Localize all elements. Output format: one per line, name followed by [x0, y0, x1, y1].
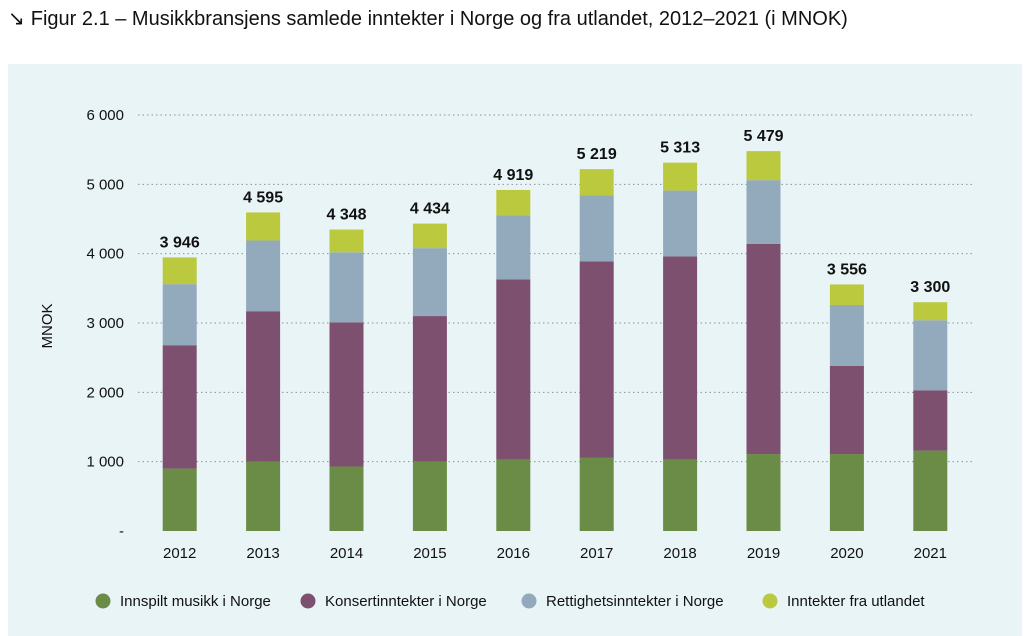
bar-segment — [329, 322, 364, 467]
legend: Innspilt musikk i Norge Konsertinntekter … — [95, 593, 925, 610]
legend-label: Konsertinntekter i Norge — [325, 593, 487, 610]
bar-segment — [663, 459, 698, 531]
y-tick-label: 5 000 — [86, 176, 124, 193]
bar-segment — [829, 304, 864, 366]
bar-segment — [496, 215, 531, 280]
bar-segment — [663, 190, 698, 257]
legend-item: Inntekter fra utlandet — [762, 593, 925, 610]
x-tick-label: 2020 — [830, 545, 863, 562]
bars — [162, 151, 948, 531]
bar-segment — [162, 257, 197, 285]
x-tick-label: 2014 — [330, 545, 363, 562]
bar-segment — [246, 240, 281, 312]
bar-segment — [496, 189, 531, 216]
x-tick-label: 2021 — [914, 545, 947, 562]
bar-segment — [829, 454, 864, 531]
x-tick-label: 2012 — [163, 545, 196, 562]
bar-segment — [579, 457, 614, 531]
total-label: 3 300 — [910, 279, 950, 296]
total-label: 4 595 — [243, 189, 283, 206]
bar-segment — [329, 466, 364, 531]
bar-segment — [412, 316, 447, 462]
bar-segment — [663, 256, 698, 460]
bar-segment — [162, 345, 197, 469]
legend-swatch — [521, 593, 537, 609]
y-tick-label: 1 000 — [86, 454, 124, 471]
bar-segment — [246, 311, 281, 462]
bar-segment — [162, 468, 197, 531]
bar-segment — [579, 261, 614, 458]
legend-label: Innspilt musikk i Norge — [120, 593, 271, 610]
bar-segment — [746, 243, 781, 455]
y-tick-label: 6 000 — [86, 107, 124, 124]
bar-segment — [829, 365, 864, 455]
legend-swatch — [762, 593, 778, 609]
total-label: 5 479 — [743, 128, 783, 145]
total-label: 3 946 — [160, 234, 200, 251]
figure-title-text: Figur 2.1 – Musikkbransjens samlede innt… — [30, 8, 848, 30]
y-tick-label: 3 000 — [86, 315, 124, 332]
bar-segment — [246, 212, 281, 241]
bar-segment — [829, 284, 864, 305]
x-axis: 2012 2013 2014 2015 2016 2017 2018 2019 2020 2021 — [163, 545, 947, 562]
bar-segment — [329, 252, 364, 323]
x-tick-label: 2016 — [497, 545, 530, 562]
total-label: 3 556 — [827, 261, 867, 278]
bar-segment — [746, 151, 781, 181]
total-label: 5 313 — [660, 140, 700, 157]
bar-segment — [329, 229, 364, 253]
bar-segment — [246, 461, 281, 531]
bar-segment — [412, 461, 447, 531]
bar-segment — [913, 302, 948, 321]
figure-title: ↘ Figur 2.1 – Musikkbransjens samlede inn… — [8, 6, 848, 32]
x-tick-label: 2015 — [413, 545, 446, 562]
legend-label: Rettighetsinntekter i Norge — [546, 593, 724, 610]
total-label: 4 919 — [493, 167, 533, 184]
y-axis: - 1 000 2 000 3 000 4 000 5 000 6 000 — [86, 107, 124, 540]
bar-segment — [496, 279, 531, 460]
bar-segment — [496, 459, 531, 531]
y-axis-label: MNOK — [39, 304, 56, 349]
bar-segment — [663, 162, 698, 191]
total-label: 5 219 — [577, 146, 617, 163]
bar-segment — [913, 320, 948, 391]
y-tick-label: 2 000 — [86, 384, 124, 401]
bar-segment — [913, 450, 948, 531]
bar-segment — [746, 180, 781, 244]
legend-swatch — [95, 593, 111, 609]
total-labels: 3 946 4 595 4 348 4 434 4 919 5 219 5 313 5 479… — [160, 128, 951, 296]
y-tick-label: 4 000 — [86, 246, 124, 263]
bar-segment — [412, 248, 447, 317]
bar-segment — [913, 390, 948, 451]
bar-segment — [412, 223, 447, 249]
legend-label: Inntekter fra utlandet — [787, 593, 925, 610]
bar-segment — [579, 169, 614, 196]
x-tick-label: 2013 — [246, 545, 279, 562]
x-tick-label: 2019 — [747, 545, 780, 562]
x-tick-label: 2018 — [663, 545, 696, 562]
legend-item: Konsertinntekter i Norge — [300, 593, 487, 610]
total-label: 4 434 — [410, 201, 450, 218]
bar-segment — [579, 195, 614, 262]
legend-item: Innspilt musikk i Norge — [95, 593, 271, 610]
x-tick-label: 2017 — [580, 545, 613, 562]
y-tick-label: - — [119, 523, 124, 540]
bar-segment — [746, 454, 781, 531]
legend-item: Rettighetsinntekter i Norge — [521, 593, 724, 610]
bar-segment — [162, 284, 197, 346]
legend-swatch — [300, 593, 316, 609]
total-label: 4 348 — [326, 207, 366, 224]
arrow-icon: ↘ — [8, 8, 25, 30]
